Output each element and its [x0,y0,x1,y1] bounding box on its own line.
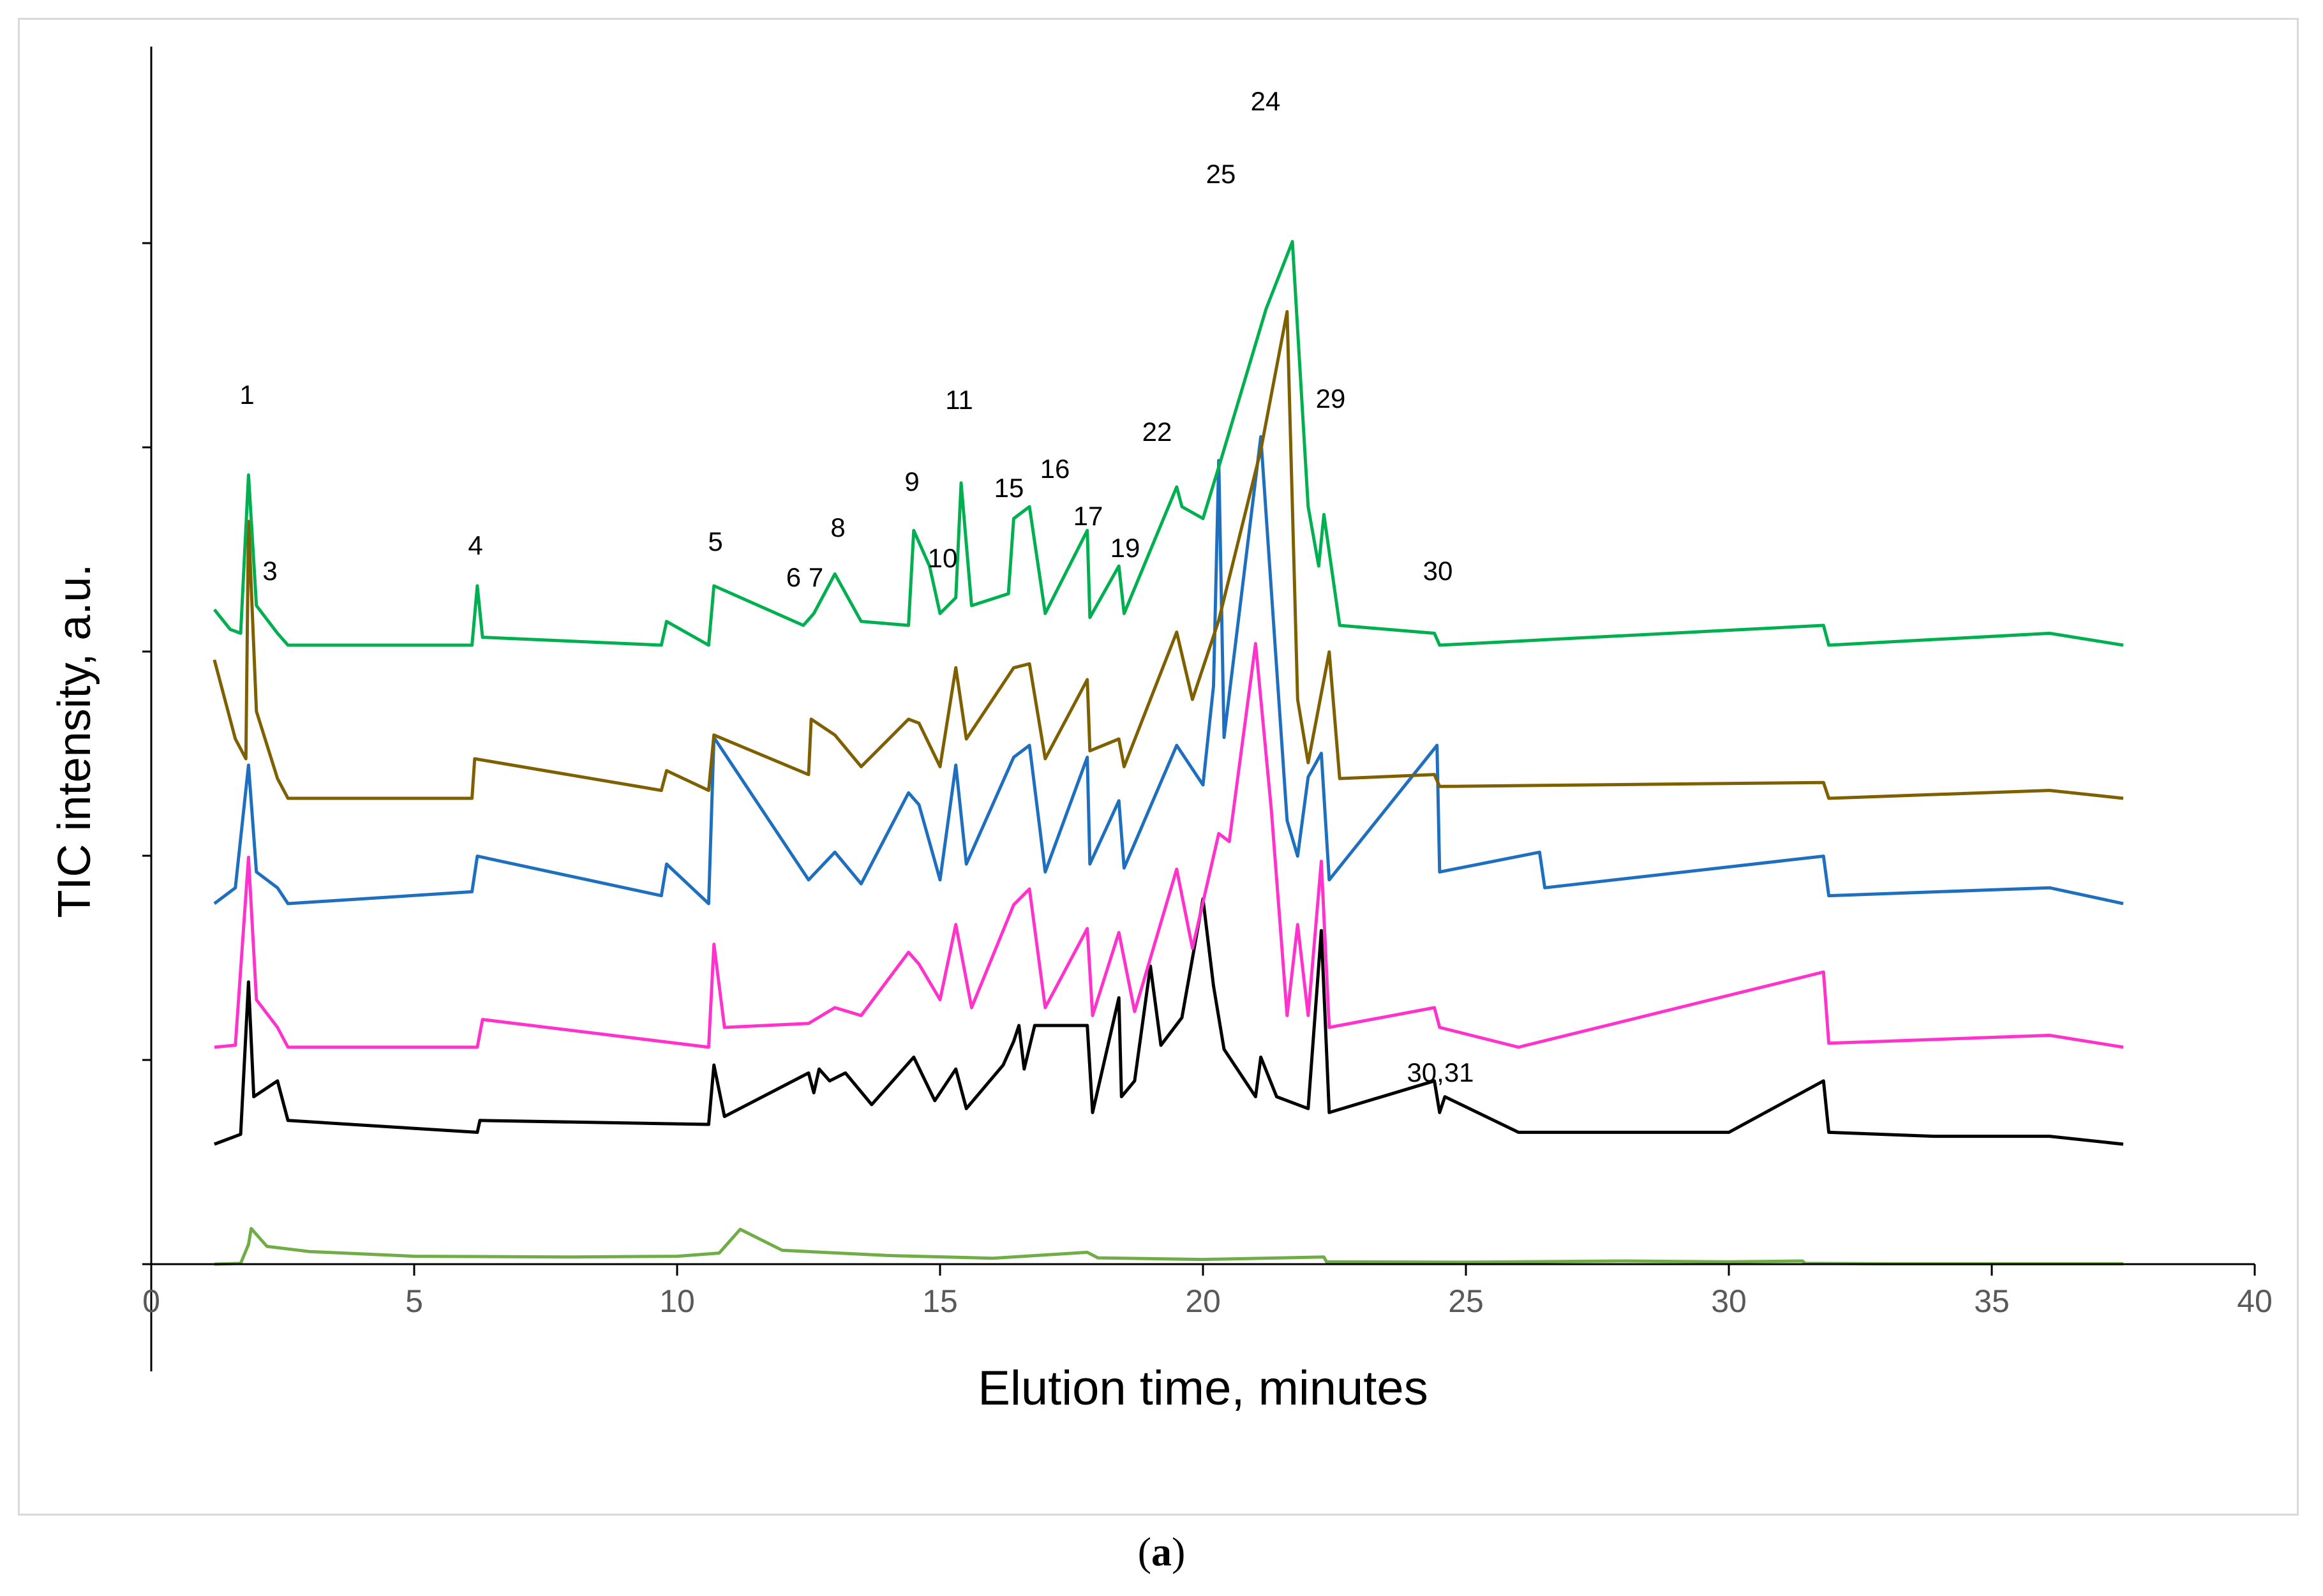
x-tick-label-40: 40 [2237,1283,2273,1319]
series-line-trace-1-light-green [214,1227,2123,1266]
peak-label-30-31: 30,31 [1407,1057,1474,1087]
peak-label-29: 29 [1316,384,1346,414]
peak-label-24: 24 [1251,86,1281,116]
peak-label-30: 30 [1423,556,1453,586]
panel-caption: (a) [1137,1529,1186,1574]
peak-label-17: 17 [1073,501,1103,531]
x-tick-label-20: 20 [1185,1283,1221,1319]
series-line-trace-5-brown [213,310,2124,800]
x-axis-title: Elution time, minutes [978,1361,1428,1415]
peak-label-1: 1 [239,380,254,410]
peak-label-6-7: 6 7 [786,562,823,592]
peak-label-3: 3 [262,556,277,586]
series-line-trace-3-magenta [214,642,2124,1049]
peak-label-5: 5 [708,526,722,556]
plot-series-group [213,240,2124,1266]
peak-label-15: 15 [994,473,1024,503]
series-line-trace-6-green [213,240,2124,647]
peak-label-22: 22 [1142,417,1172,447]
peak-label-19: 19 [1110,533,1140,563]
x-tick-label-0: 0 [142,1283,160,1319]
peak-label-25: 25 [1206,159,1236,189]
y-axis-ticks [142,242,151,1265]
chart-frame: 0 5 10 15 20 25 30 35 40 Elution time, m… [18,18,2299,1516]
x-tick-label-10: 10 [659,1283,695,1319]
peak-label-11: 11 [945,385,973,415]
x-axis-ticks [150,1264,2256,1276]
x-tick-label-35: 35 [1974,1283,2010,1319]
x-tick-label-25: 25 [1448,1283,1484,1319]
y-axis-title: TIC intensity, a.u. [49,564,100,918]
series-line-trace-4-blue [213,435,2124,906]
peak-label-8: 8 [830,512,845,542]
peak-label-4: 4 [468,530,482,560]
peak-label-9: 9 [904,466,919,496]
x-tick-label-30: 30 [1711,1283,1747,1319]
peak-label-16: 16 [1040,454,1070,484]
chromatogram-chart: 0 5 10 15 20 25 30 35 40 Elution time, m… [49,47,2273,1415]
x-tick-label-15: 15 [922,1283,958,1319]
series-line-trace-2-black [214,897,2124,1146]
peak-label-10: 10 [928,543,958,573]
panel-caption-letter: a [1151,1529,1172,1574]
x-tick-label-5: 5 [405,1283,423,1319]
